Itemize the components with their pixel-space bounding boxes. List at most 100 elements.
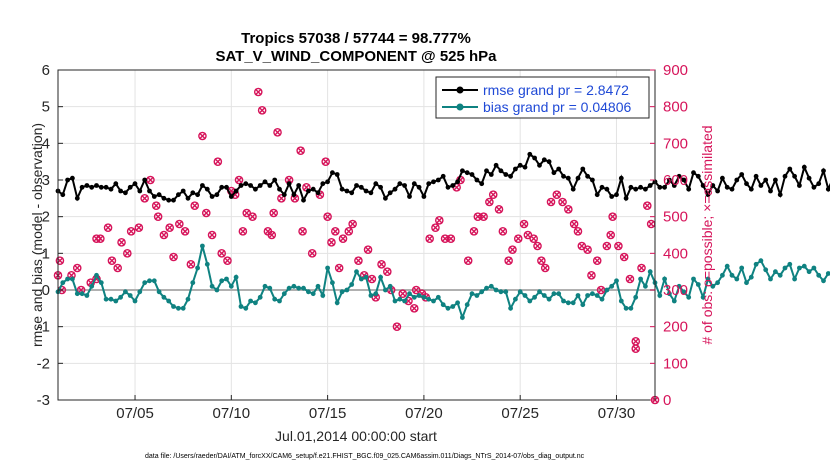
rmse-point — [416, 184, 422, 190]
rmse-point — [667, 177, 672, 183]
obs-possible-marker — [213, 157, 223, 166]
obs-possible-marker — [344, 227, 354, 236]
rmse-point — [320, 181, 326, 187]
bias-point — [320, 293, 326, 298]
obs-assimilated-marker — [626, 275, 634, 283]
obs-assimilated-marker — [239, 227, 247, 235]
bias-point — [185, 296, 191, 302]
obs-assimilated-marker — [235, 176, 243, 184]
obs-possible-marker — [327, 238, 336, 247]
bias-point — [734, 276, 740, 282]
rmse-point — [724, 184, 730, 190]
bias-point — [397, 296, 403, 302]
rmse-point — [228, 194, 234, 199]
bias-point — [575, 293, 581, 298]
obs-assimilated-marker — [495, 205, 503, 213]
y-tick-label: 0 — [42, 282, 50, 299]
y-tick-label: 5 — [42, 99, 50, 116]
plot-frame — [57, 69, 656, 401]
bias-point — [411, 294, 417, 300]
y2-tick-label: 100 — [663, 355, 688, 372]
rmse-point — [729, 186, 735, 192]
bias-point — [176, 305, 181, 311]
bias-point — [623, 305, 629, 311]
obs-assimilated-marker — [274, 128, 282, 136]
obs-possible-marker — [159, 230, 169, 240]
obs-possible-marker — [440, 234, 450, 243]
rmse-point — [609, 194, 615, 199]
bias-point — [286, 285, 292, 291]
y-tick-label: -3 — [37, 392, 50, 409]
obs-assimilated-marker — [364, 246, 372, 254]
data-file-footnote: data file: /Users/raeder/DAI/ATM_forcXX/… — [145, 453, 585, 460]
bias-point — [527, 298, 533, 304]
y2-tick-label: 400 — [663, 245, 688, 262]
rmse-point — [383, 195, 388, 201]
bias-point — [484, 285, 489, 291]
rmse-point — [306, 188, 311, 194]
bias-point — [811, 265, 817, 271]
rmse-point — [532, 155, 537, 161]
rmse-point — [816, 181, 822, 187]
obs-possible-marker — [207, 230, 217, 240]
obs-assimilated-marker — [322, 158, 330, 166]
rmse-point — [628, 184, 634, 190]
rmse-point — [373, 181, 379, 187]
legend-bias-marker — [456, 103, 464, 111]
bias-point — [715, 280, 720, 286]
obs-assimilated-marker — [643, 202, 651, 210]
x-tick-label: 07/30 — [598, 405, 636, 422]
rmse-point — [710, 183, 716, 188]
rmse-point — [556, 166, 562, 172]
bias-point — [671, 298, 677, 304]
rmse-point — [118, 188, 123, 194]
bias-point — [710, 283, 716, 289]
y-tick-label: 4 — [42, 135, 50, 152]
obs-assimilated-marker — [146, 176, 154, 184]
bias-point — [180, 305, 186, 311]
rmse-point — [60, 192, 66, 198]
obs-possible-marker — [217, 249, 226, 258]
y2-tick-label: 0 — [663, 392, 671, 409]
rmse-point — [498, 168, 504, 174]
rmse-point — [503, 172, 509, 177]
bias-point — [546, 296, 552, 302]
obs-assimilated-marker — [327, 238, 335, 246]
obs-assimilated-marker — [587, 271, 595, 279]
bias-point — [60, 280, 66, 286]
rmse-point — [334, 172, 340, 177]
bias-point — [580, 302, 586, 308]
y-tick-label: 1 — [42, 245, 50, 262]
rmse-point — [527, 151, 533, 157]
obs-assimilated-marker — [175, 220, 183, 228]
obs-possible-marker — [273, 128, 282, 137]
rmse-point — [103, 184, 109, 190]
bias-point — [551, 291, 557, 297]
bias-point — [474, 293, 480, 298]
obs-assimilated-marker — [508, 246, 516, 254]
y-tick-label: 3 — [42, 172, 50, 189]
obs-possible-marker — [498, 227, 508, 236]
obs-possible-marker — [198, 131, 207, 141]
obs-possible-marker — [637, 263, 646, 273]
obs-assimilated-marker — [383, 268, 391, 276]
obs-assimilated-marker — [170, 253, 178, 261]
bias-point — [556, 291, 562, 297]
bias-point — [238, 304, 244, 309]
obs-possible-marker — [354, 256, 363, 265]
obs-assimilated-marker — [399, 290, 407, 298]
obs-assimilated-marker — [181, 227, 189, 235]
obs-possible-marker — [117, 238, 126, 247]
bias-point — [315, 283, 321, 289]
bias-point — [739, 265, 745, 271]
obs-possible-marker — [469, 227, 479, 236]
obs-possible-marker — [72, 263, 82, 273]
y2-tick-label: 900 — [663, 62, 688, 79]
rmse-point — [397, 181, 403, 187]
obs-possible-marker — [107, 256, 117, 265]
bias-point — [599, 296, 605, 302]
bias-point — [643, 283, 648, 289]
y2-tick-label: 800 — [663, 99, 688, 116]
x-tick-label: 07/05 — [116, 405, 154, 422]
